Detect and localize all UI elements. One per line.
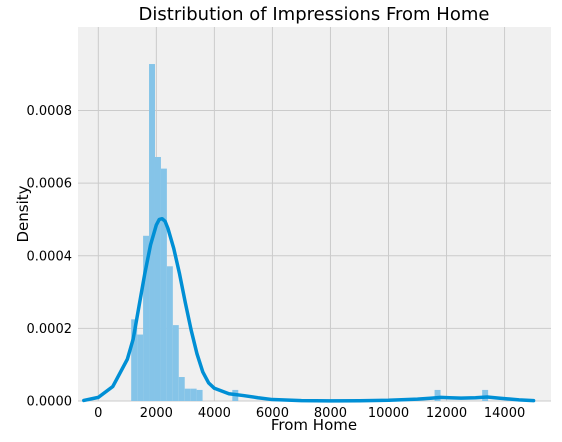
x-tick-label: 4000 [198,406,231,421]
histogram-bar [190,388,197,401]
histogram-bar [178,377,185,401]
y-axis-label: Density [14,185,32,242]
kde-line [82,216,536,403]
y-tick-label: 0.0004 [27,249,73,264]
x-tick-label: 6000 [256,406,289,421]
y-tick-label: 0.0006 [27,177,73,192]
x-tick-label: 12000 [426,406,467,421]
histogram-bar [149,64,155,401]
y-tick-labels: 0.0000 0.0002 0.0004 0.0006 0.0008 [27,104,73,409]
y-tick-label: 0.0002 [27,322,73,337]
histogram-bar [160,168,167,401]
y-tick-label: 0.0008 [27,104,73,119]
x-tick-labels: 0 2000 4000 6000 8000 10000 12000 14000 [94,406,525,421]
x-tick-label: 14000 [484,406,525,421]
histogram-bar [137,334,144,401]
x-tick-label: 10000 [368,406,409,421]
histogram-bar [143,235,150,401]
histogram-bar [131,319,138,401]
histogram-bar [172,325,179,401]
chart-title: Distribution of Impressions From Home [139,4,490,25]
x-axis-label: From Home [271,416,357,434]
histogram-bar [166,266,173,401]
x-tick-label: 8000 [314,406,347,421]
histogram-bar [196,389,203,401]
histogram-bar [434,389,441,401]
x-tick-label: 0 [94,406,102,421]
histogram-bar [184,388,191,401]
histogram-bar [154,156,161,401]
x-tick-label: 2000 [140,406,173,421]
y-tick-label: 0.0000 [27,395,73,410]
